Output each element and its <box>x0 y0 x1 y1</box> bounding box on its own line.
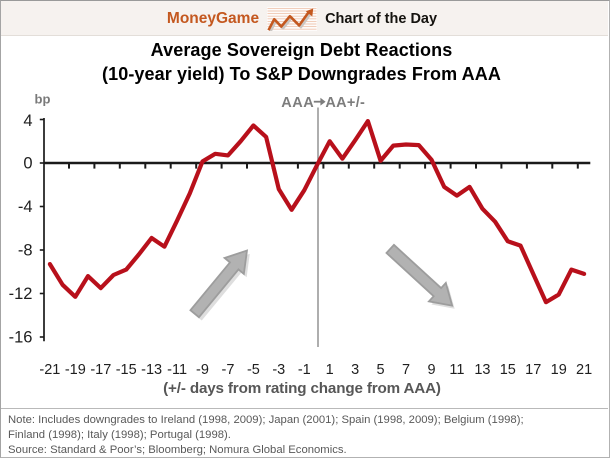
svg-text:-17: -17 <box>90 361 111 377</box>
svg-text:3: 3 <box>351 361 359 377</box>
svg-text:9: 9 <box>427 361 435 377</box>
svg-text:AAA: AAA <box>281 95 314 111</box>
svg-text:-3: -3 <box>272 361 285 377</box>
svg-text:-4: -4 <box>17 198 32 216</box>
svg-text:-1: -1 <box>297 361 310 377</box>
svg-text:-21: -21 <box>39 361 60 377</box>
svg-text:-5: -5 <box>246 361 259 377</box>
svg-text:-7: -7 <box>221 361 234 377</box>
svg-text:17: 17 <box>525 361 541 377</box>
svg-text:-13: -13 <box>141 361 162 377</box>
svg-text:21: 21 <box>576 361 592 377</box>
svg-text:0: 0 <box>23 154 32 172</box>
svg-text:13: 13 <box>474 361 490 377</box>
svg-text:11: 11 <box>449 361 464 377</box>
svg-text:-16: -16 <box>8 328 32 346</box>
svg-text:(+/- days from rating change f: (+/- days from rating change from AAA) <box>163 380 441 397</box>
svg-text:-11: -11 <box>167 361 187 377</box>
svg-text:1: 1 <box>325 361 333 377</box>
svg-text:4: 4 <box>23 112 32 130</box>
svg-text:19: 19 <box>550 361 566 377</box>
svg-text:-12: -12 <box>8 285 32 303</box>
svg-text:-8: -8 <box>17 241 32 259</box>
svg-text:AA+/-: AA+/- <box>325 95 365 111</box>
svg-text:-9: -9 <box>196 361 209 377</box>
svg-text:-15: -15 <box>115 361 136 377</box>
svg-text:-19: -19 <box>64 361 85 377</box>
svg-text:15: 15 <box>499 361 515 377</box>
svg-text:7: 7 <box>401 361 409 377</box>
svg-text:bp: bp <box>34 91 50 106</box>
svg-text:5: 5 <box>376 361 384 377</box>
